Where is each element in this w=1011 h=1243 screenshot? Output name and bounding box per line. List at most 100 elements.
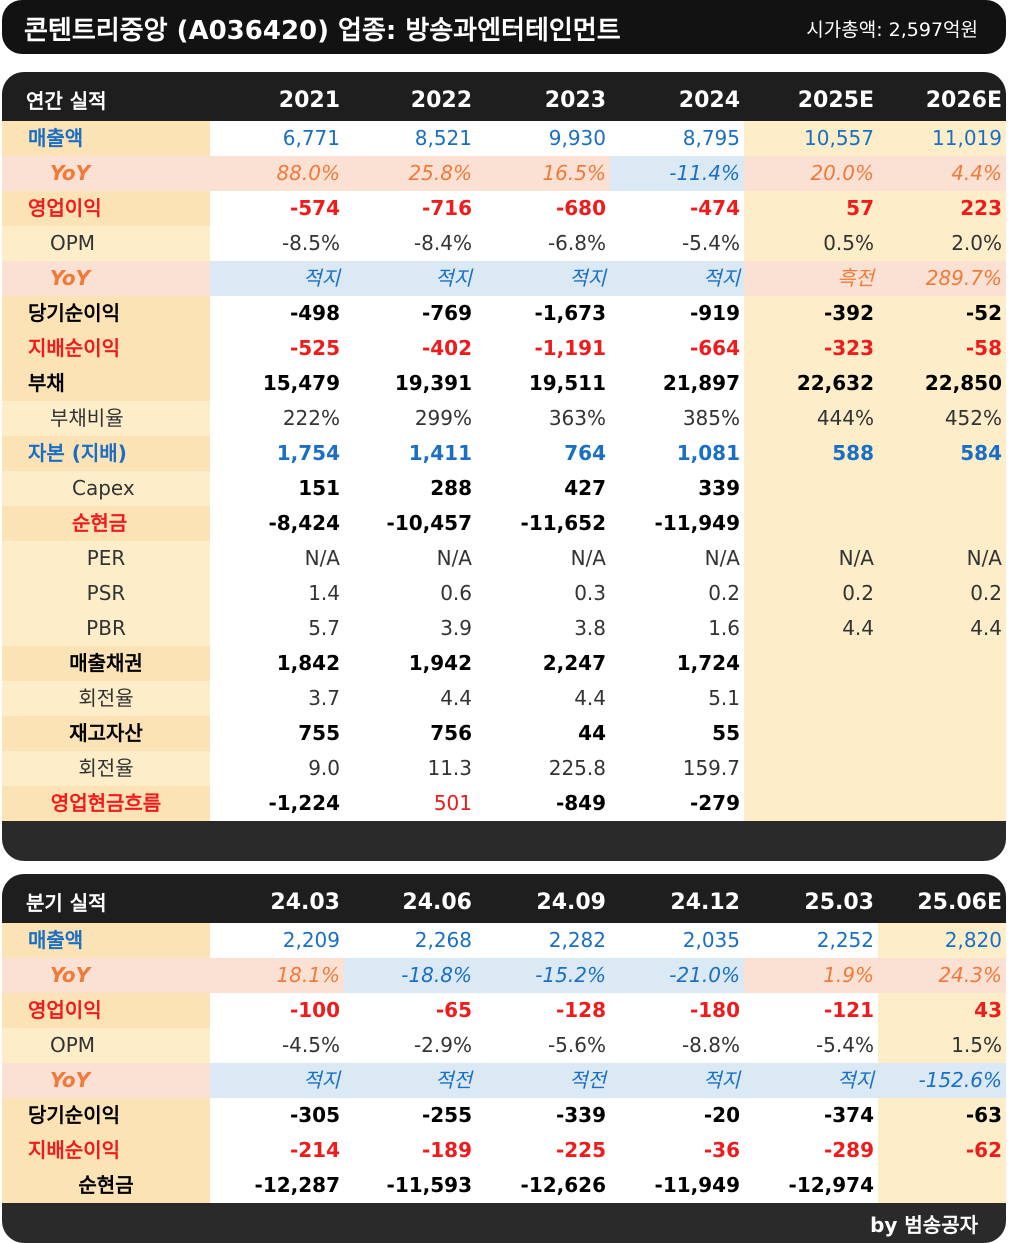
annual-cell: 444% [744, 401, 878, 436]
annual-row-label: 영업현금흐름 [2, 786, 210, 821]
quarterly-cell: -36 [610, 1133, 744, 1168]
quarterly-cell: -5.4% [744, 1028, 878, 1063]
annual-cell: 적지 [210, 261, 344, 296]
annual-col-header: 2023 [476, 72, 610, 121]
annual-col-header: 2024 [610, 72, 744, 121]
annual-cell: -716 [344, 191, 476, 226]
annual-cell: -8.4% [344, 226, 476, 261]
annual-cell: N/A [744, 541, 878, 576]
quarterly-row: YoY 적지 적전 적전 적지 적지 -152.6% [2, 1063, 1006, 1098]
annual-cell: 44 [476, 716, 610, 751]
quarterly-cell: -11,593 [344, 1168, 476, 1203]
annual-row-label: 지배순이익 [2, 331, 210, 366]
quarterly-cell: -2.9% [344, 1028, 476, 1063]
quarterly-cell: -4.5% [210, 1028, 344, 1063]
quarterly-cell: 적지 [610, 1063, 744, 1098]
annual-cell: -5.4% [610, 226, 744, 261]
title-banner: 콘텐트리중앙 (A036420) 업종: 방송과엔터테인먼트 시가총액: 2,5… [2, 0, 1006, 54]
annual-cell: 5.7 [210, 611, 344, 646]
quarterly-cell: -12,287 [210, 1168, 344, 1203]
quarterly-cell: 적지 [210, 1063, 344, 1098]
quarterly-cell: -374 [744, 1098, 878, 1133]
annual-cell [878, 646, 1006, 681]
annual-row-label: 영업이익 [2, 191, 210, 226]
annual-row-label: YoY [2, 261, 210, 296]
annual-row: 부채비율 222% 299% 363% 385% 444% 452% [2, 401, 1006, 436]
annual-cell: 501 [344, 786, 476, 821]
annual-row: PSR 1.4 0.6 0.3 0.2 0.2 0.2 [2, 576, 1006, 611]
quarterly-cell: -62 [878, 1133, 1006, 1168]
annual-cell [744, 681, 878, 716]
quarterly-cell: -12,626 [476, 1168, 610, 1203]
annual-cell: 159.7 [610, 751, 744, 786]
annual-row-label: 회전율 [2, 751, 210, 786]
annual-row-label: 당기순이익 [2, 296, 210, 331]
quarterly-row-label: 영업이익 [2, 993, 210, 1028]
quarterly-cell: -15.2% [476, 958, 610, 993]
annual-cell: -52 [878, 296, 1006, 331]
annual-row: 재고자산 755 756 44 55 [2, 716, 1006, 751]
annual-row: PER N/A N/A N/A N/A N/A N/A [2, 541, 1006, 576]
quarterly-row: 영업이익 -100 -65 -128 -180 -121 43 [2, 993, 1006, 1028]
annual-cell: 0.3 [476, 576, 610, 611]
annual-cell: -1,191 [476, 331, 610, 366]
quarterly-row: YoY 18.1% -18.8% -15.2% -21.0% 1.9% 24.3% [2, 958, 1006, 993]
annual-cell: 3.8 [476, 611, 610, 646]
annual-row-label: OPM [2, 226, 210, 261]
annual-cell: N/A [610, 541, 744, 576]
annual-cell: 1,754 [210, 436, 344, 471]
quarterly-row: 지배순이익 -214 -189 -225 -36 -289 -62 [2, 1133, 1006, 1168]
annual-cell: -323 [744, 331, 878, 366]
annual-cell: 88.0% [210, 156, 344, 191]
quarterly-cell: 2,282 [476, 923, 610, 958]
annual-header: 연간 실적 2021 2022 2023 2024 2025E 2026E [2, 72, 1006, 121]
annual-cell: 9,930 [476, 121, 610, 156]
annual-cell: 11,019 [878, 121, 1006, 156]
quarterly-row: 순현금 -12,287 -11,593 -12,626 -11,949 -12,974 [2, 1168, 1006, 1203]
annual-col-header: 2026E [878, 72, 1006, 121]
annual-cell: 3.9 [344, 611, 476, 646]
annual-row-label: YoY [2, 156, 210, 191]
quarterly-cell: -11,949 [610, 1168, 744, 1203]
annual-cell: 5.1 [610, 681, 744, 716]
annual-cell: -11,949 [610, 506, 744, 541]
annual-cell: N/A [344, 541, 476, 576]
quarterly-cell: -255 [344, 1098, 476, 1133]
quarterly-col-header: 25.03 [744, 874, 878, 923]
quarterly-cell: -5.6% [476, 1028, 610, 1063]
annual-row-label: Capex [2, 471, 210, 506]
quarterly-cell: -189 [344, 1133, 476, 1168]
annual-cell: -8.5% [210, 226, 344, 261]
annual-cell: 151 [210, 471, 344, 506]
annual-cell: 9.0 [210, 751, 344, 786]
annual-cell: 15,479 [210, 366, 344, 401]
annual-row-label: 부채비율 [2, 401, 210, 436]
annual-col-header: 2021 [210, 72, 344, 121]
annual-cell [878, 506, 1006, 541]
annual-cell: 57 [744, 191, 878, 226]
quarterly-row-label: OPM [2, 1028, 210, 1063]
annual-row: Capex 151 288 427 339 [2, 471, 1006, 506]
quarterly-cell: -128 [476, 993, 610, 1028]
annual-cell: 756 [344, 716, 476, 751]
annual-row-label: 순현금 [2, 506, 210, 541]
quarterly-cell: -180 [610, 993, 744, 1028]
annual-cell: 2,247 [476, 646, 610, 681]
annual-row: YoY 적지 적지 적지 적지 흑전 289.7% [2, 261, 1006, 296]
quarterly-cell: -20 [610, 1098, 744, 1133]
quarterly-cell: -152.6% [878, 1063, 1006, 1098]
quarterly-cell: -100 [210, 993, 344, 1028]
annual-cell: 25.8% [344, 156, 476, 191]
annual-cell [744, 751, 878, 786]
quarterly-cell: 1.9% [744, 958, 878, 993]
annual-cell: -402 [344, 331, 476, 366]
annual-row-label: 부채 [2, 366, 210, 401]
annual-cell: 적지 [476, 261, 610, 296]
annual-cell: 0.6 [344, 576, 476, 611]
annual-cell [744, 646, 878, 681]
quarterly-cell: 1.5% [878, 1028, 1006, 1063]
quarterly-row-label: 매출액 [2, 923, 210, 958]
quarterly-col-header: 24.03 [210, 874, 344, 923]
quarterly-cell: -339 [476, 1098, 610, 1133]
quarterly-col-header: 25.06E [878, 874, 1006, 923]
